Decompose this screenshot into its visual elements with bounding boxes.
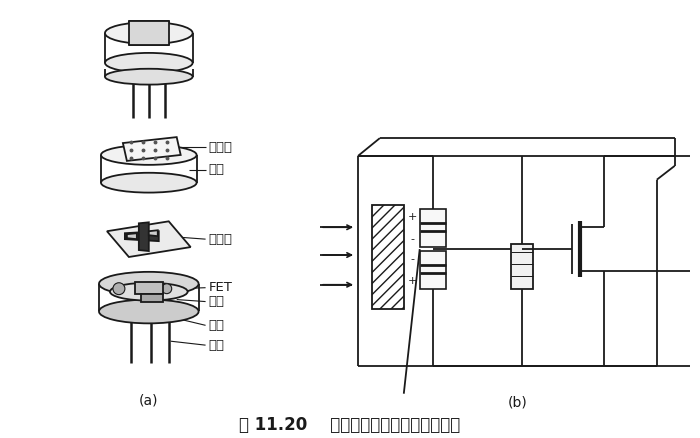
Ellipse shape <box>105 53 192 73</box>
Polygon shape <box>127 233 136 239</box>
Bar <box>141 293 162 302</box>
Ellipse shape <box>101 145 197 165</box>
Ellipse shape <box>105 69 192 85</box>
Text: (a): (a) <box>139 394 159 408</box>
Polygon shape <box>139 223 149 251</box>
Text: -: - <box>411 254 414 264</box>
Polygon shape <box>123 137 181 161</box>
Text: 管帽: 管帽 <box>209 163 225 177</box>
Text: +: + <box>408 212 417 223</box>
Bar <box>372 205 404 310</box>
Bar <box>129 21 169 45</box>
Polygon shape <box>149 230 158 236</box>
Text: 高阻: 高阻 <box>209 319 225 332</box>
Bar <box>512 244 533 289</box>
Ellipse shape <box>105 22 192 44</box>
Circle shape <box>162 284 172 293</box>
Text: 引线: 引线 <box>209 339 225 352</box>
Bar <box>420 251 446 289</box>
Polygon shape <box>125 231 159 241</box>
Text: 敏感元: 敏感元 <box>209 233 232 246</box>
Text: FET: FET <box>209 281 232 294</box>
Text: 管座: 管座 <box>209 295 225 308</box>
Text: +: + <box>408 276 417 286</box>
Text: (b): (b) <box>508 396 527 410</box>
Ellipse shape <box>99 272 199 296</box>
Bar <box>135 282 162 293</box>
Ellipse shape <box>99 300 199 323</box>
Ellipse shape <box>101 173 197 193</box>
Text: 滤光片: 滤光片 <box>209 141 232 154</box>
Text: 图 11.20    热释电人体红外传感器的结构: 图 11.20 热释电人体红外传感器的结构 <box>239 417 461 434</box>
Bar <box>420 209 446 247</box>
Ellipse shape <box>110 283 188 300</box>
Text: -: - <box>411 234 414 244</box>
Circle shape <box>113 283 125 295</box>
Polygon shape <box>107 221 190 257</box>
